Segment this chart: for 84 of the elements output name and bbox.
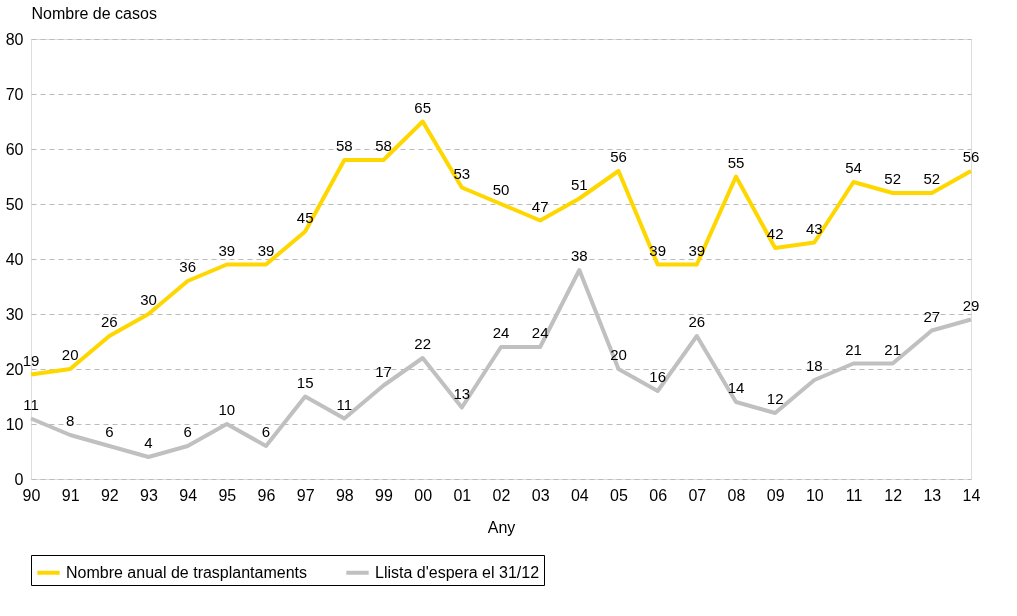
data-label: 4 (144, 434, 153, 451)
y-axis-title: Nombre de casos (31, 4, 157, 22)
x-tick-label: 05 (610, 486, 628, 504)
x-tick-label: 06 (649, 486, 668, 504)
data-label: 52 (884, 170, 902, 187)
legend-label: Llista d'espera el 31/12 (375, 563, 540, 581)
x-tick-label: 03 (531, 486, 550, 504)
x-tick-label: 14 (962, 486, 981, 504)
y-tick-label: 30 (5, 305, 24, 323)
data-label: 36 (179, 258, 197, 275)
data-label: 38 (570, 247, 588, 264)
x-tick-label: 08 (727, 486, 746, 504)
data-label: 19 (22, 351, 40, 369)
y-tick-label: 0 (14, 470, 24, 488)
data-label: 21 (884, 340, 902, 358)
x-axis-title: Any (487, 518, 516, 536)
data-label: 43 (805, 219, 823, 237)
data-label: 13 (453, 384, 471, 402)
data-label: 6 (105, 423, 114, 440)
x-tick-label: 07 (688, 486, 707, 504)
x-tick-label: 94 (179, 486, 198, 504)
x-tick-label: 93 (140, 486, 158, 504)
data-label: 22 (414, 335, 432, 352)
data-label: 65 (414, 98, 432, 116)
data-label: 21 (845, 340, 862, 358)
data-label: 29 (962, 296, 980, 314)
x-tick-label: 97 (296, 486, 315, 504)
data-label: 27 (923, 307, 941, 325)
data-label: 24 (531, 324, 549, 341)
x-tick-label: 00 (414, 486, 433, 504)
data-label: 26 (100, 313, 118, 330)
x-tick-label: 01 (453, 486, 472, 504)
x-tick-label: 09 (766, 486, 785, 504)
x-tick-label: 96 (257, 486, 276, 504)
x-tick-label: 99 (375, 486, 393, 504)
data-label: 12 (766, 390, 784, 407)
data-label: 20 (610, 346, 627, 363)
data-label: 20 (61, 346, 79, 363)
x-tick-label: 91 (61, 486, 80, 504)
data-label: 50 (492, 181, 510, 198)
data-label: 15 (296, 373, 314, 391)
x-tick-label: 11 (845, 486, 863, 504)
data-label: 55 (727, 153, 745, 171)
y-tick-label: 40 (5, 250, 24, 268)
data-label: 39 (257, 241, 275, 259)
data-label: 58 (375, 137, 392, 154)
x-tick-label: 02 (492, 486, 511, 504)
data-label: 52 (923, 170, 941, 187)
data-label: 17 (375, 362, 392, 380)
x-tick-label: 10 (805, 486, 824, 504)
data-label: 11 (336, 395, 353, 413)
x-tick-label: 90 (22, 486, 41, 504)
data-label: 18 (805, 357, 823, 374)
x-tick-label: 92 (100, 486, 119, 504)
x-tick-label: 95 (218, 486, 237, 504)
data-label: 6 (261, 423, 271, 440)
x-tick-label: 04 (570, 486, 589, 504)
y-tick-label: 80 (5, 30, 24, 48)
legend-label: Nombre anual de trasplantaments (66, 563, 308, 581)
data-label: 47 (531, 197, 549, 215)
x-tick-label: 13 (923, 486, 942, 504)
data-label: 11 (23, 395, 39, 413)
data-label: 51 (570, 175, 588, 193)
y-tick-label: 50 (5, 195, 24, 213)
x-tick-label: 98 (335, 486, 354, 504)
data-label: 6 (183, 423, 192, 440)
data-label: 54 (845, 159, 862, 176)
data-label: 16 (649, 368, 667, 385)
y-tick-label: 70 (5, 85, 24, 103)
data-label: 56 (610, 148, 627, 165)
x-tick-label: 12 (884, 486, 903, 504)
data-label: 53 (453, 164, 471, 182)
y-tick-label: 20 (5, 360, 24, 378)
data-label: 26 (688, 313, 706, 330)
data-label: 39 (218, 241, 236, 259)
data-label: 24 (492, 324, 510, 341)
data-label: 56 (962, 148, 980, 165)
y-tick-label: 10 (5, 415, 24, 433)
y-tick-label: 60 (5, 140, 24, 158)
data-label: 58 (335, 137, 353, 154)
data-label: 10 (218, 401, 236, 418)
data-label: 8 (65, 412, 75, 429)
data-label: 30 (140, 291, 157, 308)
data-label: 14 (727, 379, 745, 396)
